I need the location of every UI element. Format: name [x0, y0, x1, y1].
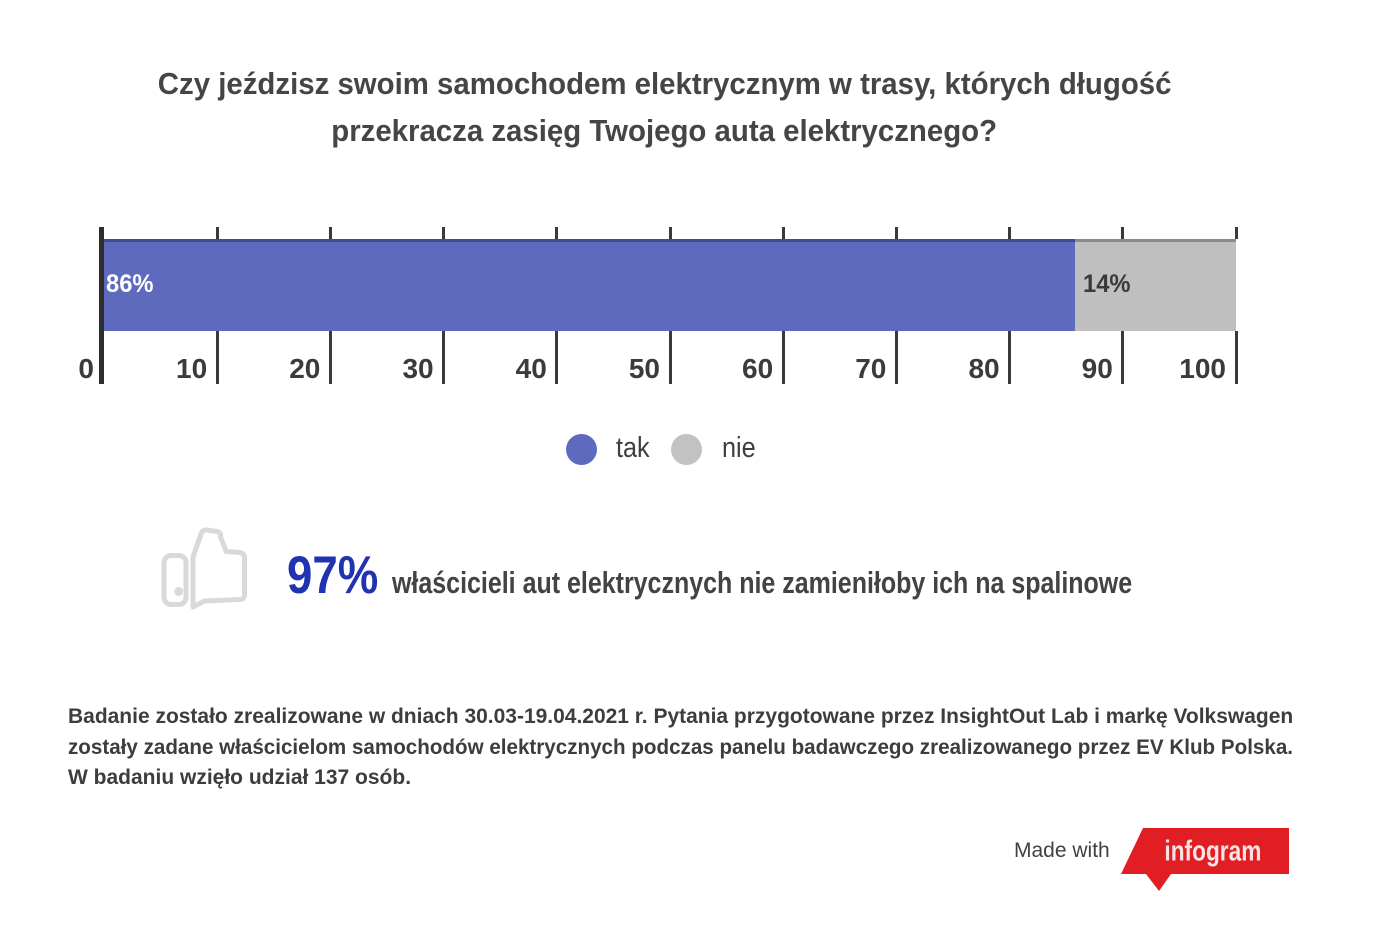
svg-text:infogram: infogram: [1164, 836, 1261, 868]
